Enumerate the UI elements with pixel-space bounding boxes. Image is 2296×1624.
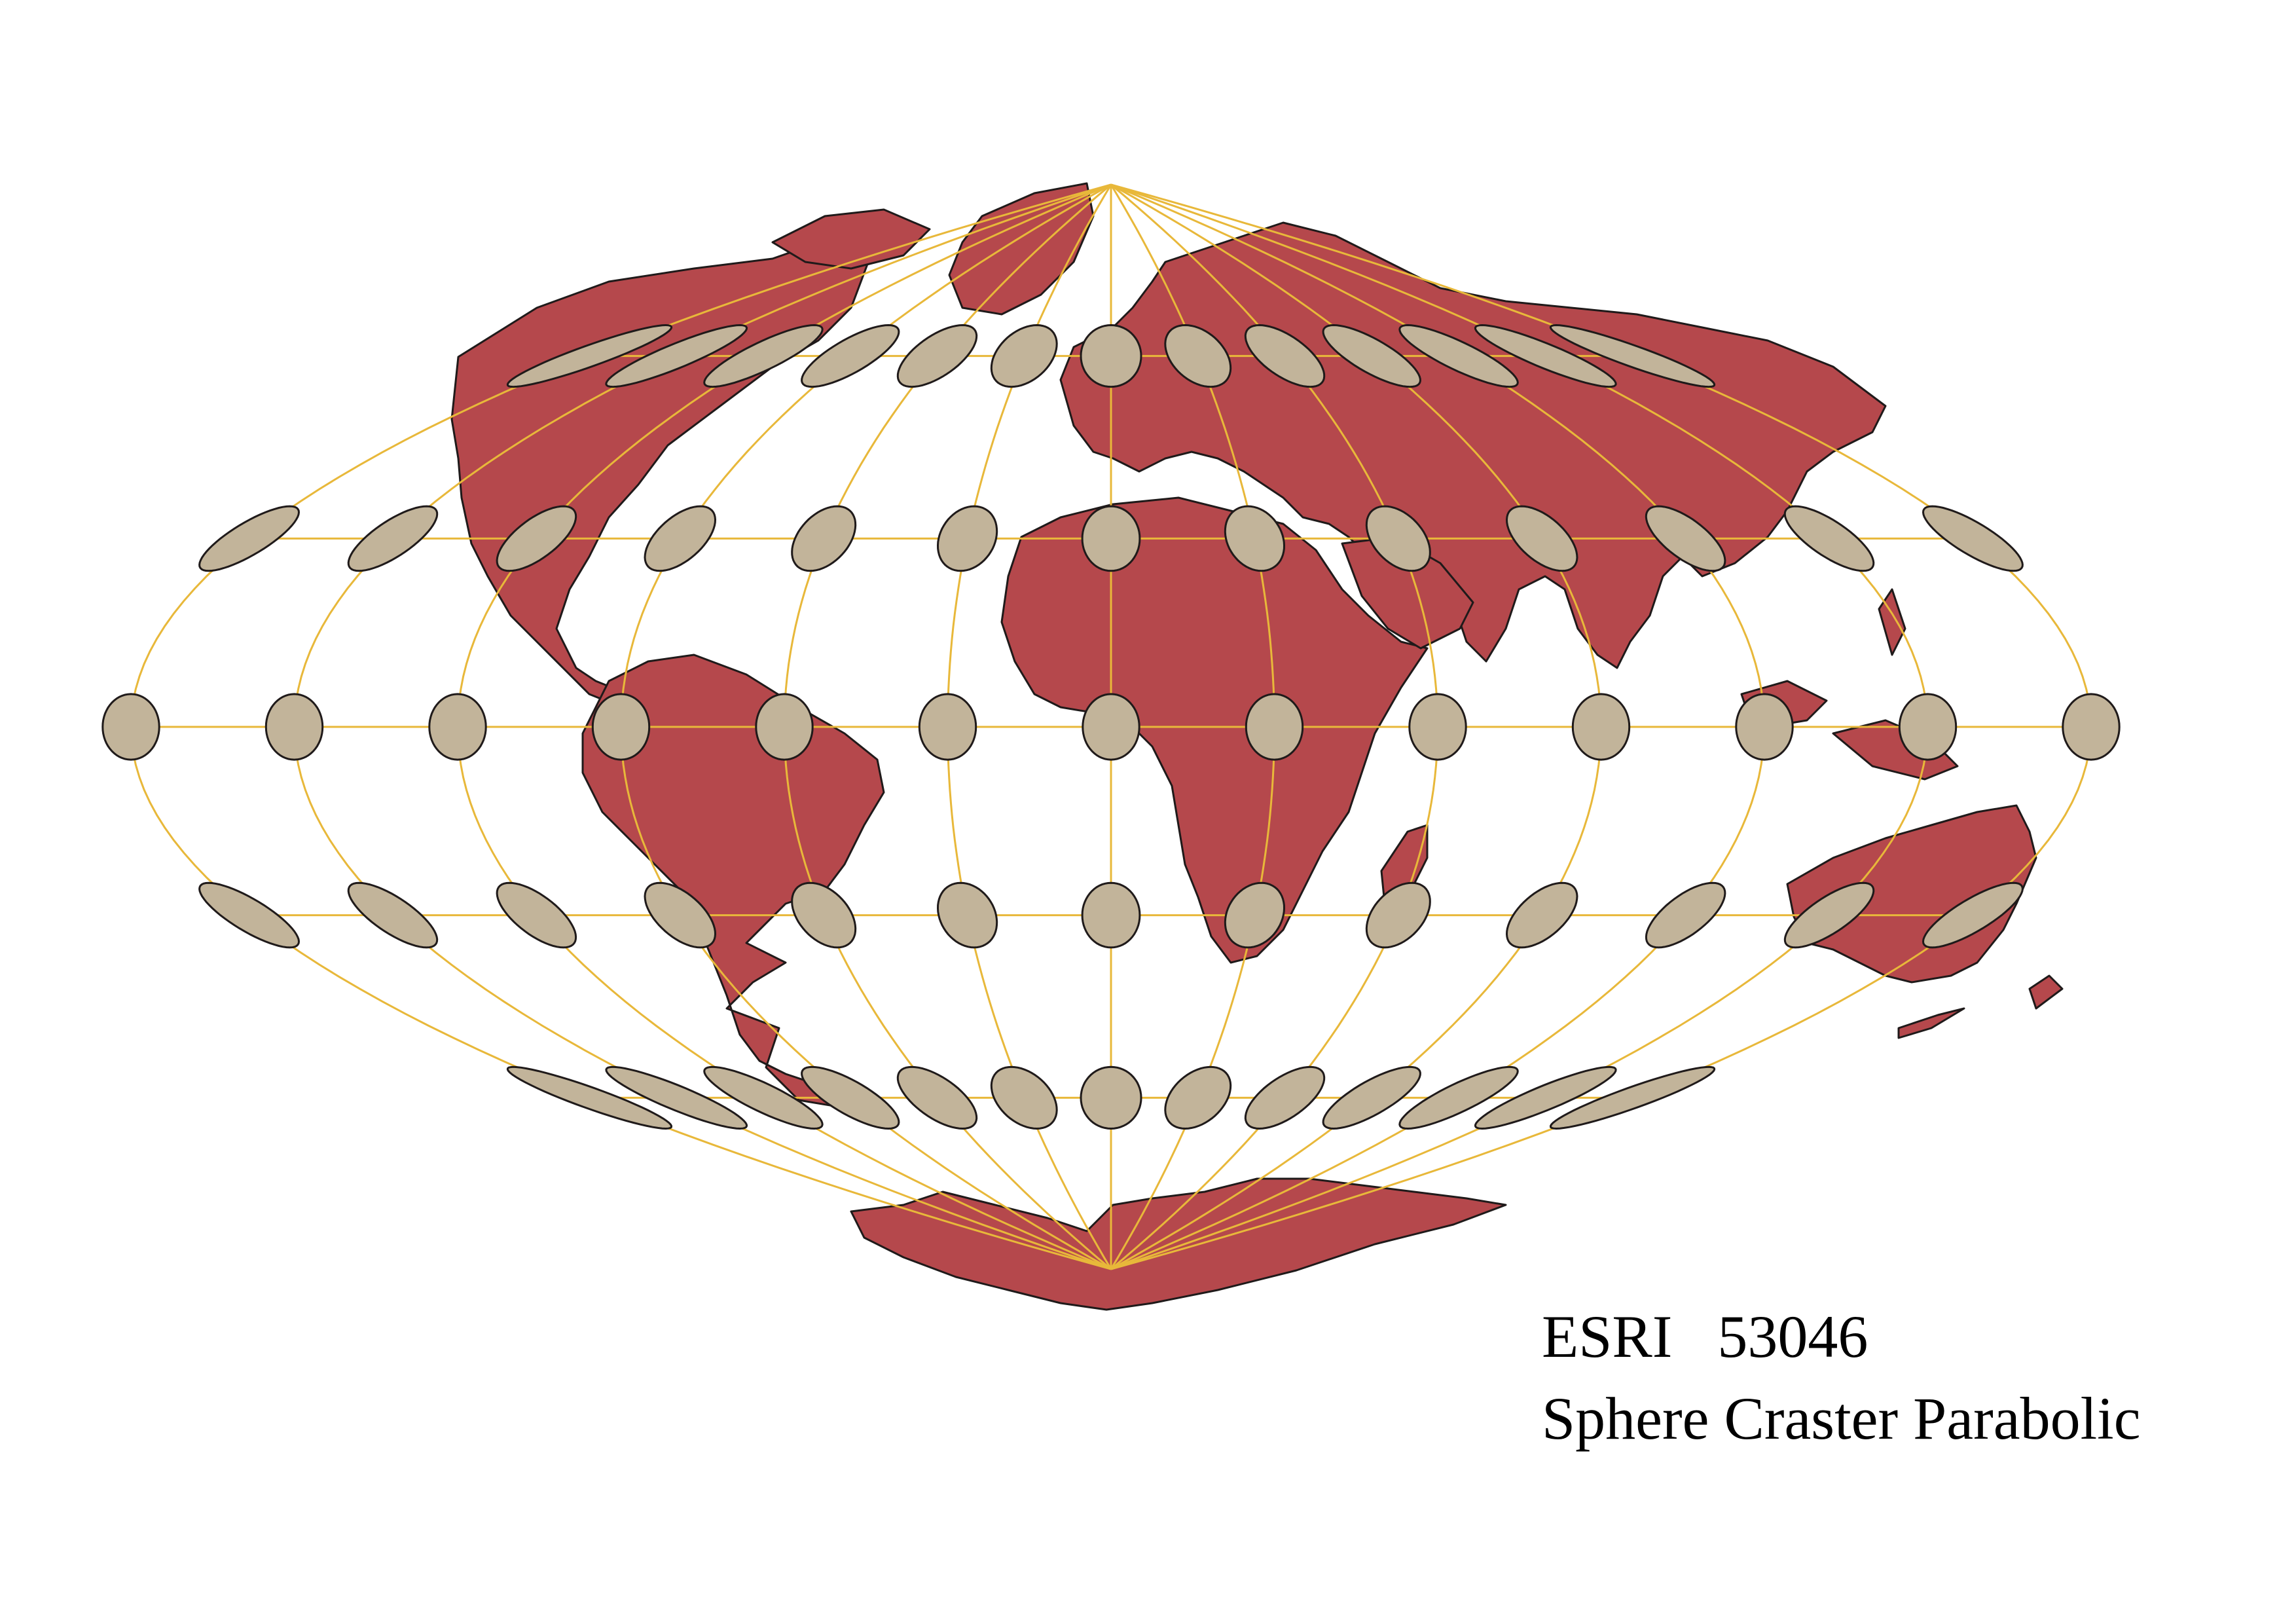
tissot-ellipse: [1224, 505, 1286, 572]
tissot-ellipse: [1898, 693, 1958, 761]
tissot-ellipse: [347, 505, 439, 572]
tissot-ellipse: [1365, 505, 1431, 572]
tissot-ellipse: [1398, 1065, 1519, 1130]
tissot-ellipse: [1164, 1065, 1232, 1130]
tissot-ellipse: [101, 693, 160, 761]
tissot-ellipse: [990, 323, 1058, 388]
tissot-ellipse: [936, 505, 998, 572]
tissot-ellipse: [1081, 881, 1141, 949]
landmass-south-america: [581, 654, 885, 1108]
tissot-ellipse: [1922, 881, 2024, 949]
tissot-ellipse: [1398, 323, 1519, 388]
tissot-ellipse: [896, 1065, 978, 1130]
tissot-ellipse: [644, 881, 717, 949]
tissot-ellipse: [1505, 881, 1578, 949]
landmass-antarctica: [850, 1177, 1507, 1311]
tissot-ellipse: [264, 693, 324, 761]
tissot-ellipse: [703, 1065, 824, 1130]
tissot-ellipse: [801, 323, 900, 388]
tissot-ellipse: [1571, 693, 1631, 761]
tissot-ellipse: [1322, 323, 1421, 388]
landmass-greenland: [948, 182, 1095, 316]
landmass-africa: [1000, 496, 1429, 964]
tissot-ellipse: [428, 693, 487, 761]
tissot-ellipse: [644, 505, 717, 572]
tissot-ellipse: [198, 505, 301, 572]
tissot-ellipse: [1645, 505, 1726, 572]
tissot-ellipse: [1505, 505, 1578, 572]
tissot-ellipse: [1735, 693, 1794, 761]
tissot-ellipse: [1082, 693, 1140, 761]
landmass-australia: [1786, 804, 2037, 984]
tissot-ellipse: [1365, 881, 1431, 949]
tissot-ellipse: [1783, 881, 1875, 949]
tissot-ellipse: [918, 693, 977, 761]
tissot-ellipse: [1474, 1065, 1617, 1130]
tissot-ellipse: [1080, 1065, 1142, 1130]
tissot-ellipse: [506, 323, 673, 388]
tissot-ellipse: [755, 693, 814, 761]
tissot-ellipse: [1080, 323, 1142, 388]
tissot-ellipse: [198, 881, 301, 949]
tissot-ellipse: [591, 693, 651, 761]
tissot-ellipse: [791, 505, 857, 572]
tissot-ellipse: [1164, 323, 1232, 388]
tissot-indicatrix-layer: [101, 323, 2121, 1130]
tissot-ellipse: [1549, 323, 1716, 388]
tissot-ellipse: [1224, 881, 1286, 949]
tissot-ellipse: [1244, 1065, 1326, 1130]
tissot-ellipse: [1408, 693, 1467, 761]
tissot-ellipse: [1322, 1065, 1421, 1130]
tissot-ellipse: [1081, 505, 1141, 572]
tissot-ellipse: [896, 323, 978, 388]
landmass-new-zealand: [1897, 974, 2064, 1039]
tissot-ellipse: [703, 323, 824, 388]
tissot-ellipse: [936, 881, 998, 949]
tissot-ellipse: [1474, 323, 1617, 388]
tissot-ellipse: [496, 881, 577, 949]
tissot-ellipse: [496, 505, 577, 572]
tissot-ellipse: [2062, 693, 2121, 761]
tissot-ellipse: [990, 1065, 1058, 1130]
projection-name-label: Sphere Craster Parabolic: [1542, 1385, 2141, 1452]
tissot-ellipse: [1645, 881, 1726, 949]
tissot-ellipse: [506, 1065, 673, 1130]
tissot-ellipse: [1244, 323, 1326, 388]
tissot-ellipse: [1922, 505, 2024, 572]
tissot-ellipse: [791, 881, 857, 949]
landmass-north-america: [450, 234, 872, 728]
tissot-ellipse: [801, 1065, 900, 1130]
tissot-ellipse: [347, 881, 439, 949]
tissot-ellipse: [605, 323, 748, 388]
tissot-ellipse: [1783, 505, 1875, 572]
tissot-ellipse: [605, 1065, 748, 1130]
tissot-ellipse: [1245, 693, 1304, 761]
tissot-ellipse: [1549, 1065, 1716, 1130]
projection-code-label: ESRI 53046: [1542, 1303, 1868, 1370]
